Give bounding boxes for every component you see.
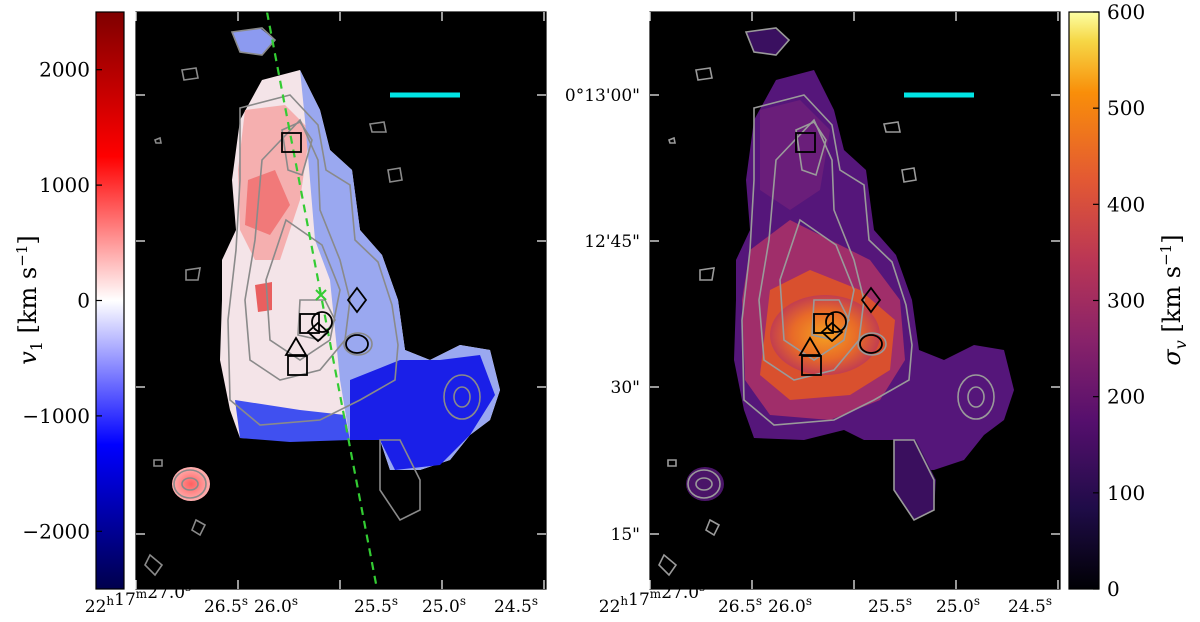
colorbar-tick-label: 300 [1107, 289, 1145, 313]
left-square-marker-3 [287, 355, 308, 376]
left-x-axis-labels: 22h17m27.0s 26.5s 26.0s 25.5s 25.0s 24.5s [85, 580, 538, 617]
dispersion-colorbar: 600 500 400 300 200 100 0 σv [km s−1] [1068, 0, 1190, 601]
right-y-axis-labels: 0°13'00" 12'45" 30" 15" [565, 86, 640, 545]
left-markers [281, 132, 369, 376]
x-tick-label: 26.5s [204, 594, 248, 617]
velocity-colorbar-ticks: 2000 1000 0 −1000 −2000 [22, 58, 102, 543]
colorbar-tick-label: 500 [1107, 96, 1145, 120]
right-map-frame [649, 11, 1061, 590]
colorbar-tick-label: 200 [1107, 385, 1145, 409]
left-triangle-marker [284, 336, 308, 356]
left-diamond-marker-1 [346, 286, 368, 314]
right-axis-ticks [649, 12, 1060, 589]
left-axis-ticks [135, 12, 546, 589]
x-tick-label: 26.0s [254, 594, 298, 617]
left-circle-marker-2 [345, 334, 369, 354]
dispersion-colorbar-ticks: 600 500 400 300 200 100 0 [1093, 0, 1145, 601]
right-markers [795, 132, 883, 376]
right-circle-marker-2 [859, 334, 883, 354]
left-blue-bottom [235, 400, 350, 442]
right-diamond-marker-2 [820, 321, 844, 343]
x-tick-label: 26.0s [768, 594, 812, 617]
left-map-frame [135, 11, 547, 590]
x-tick-label: 25.0s [422, 594, 466, 617]
x-tick-label: 25.0s [936, 594, 980, 617]
right-upper-region [760, 100, 830, 210]
right-top-blob [746, 28, 789, 55]
y-tick-label: 0°13'00" [565, 86, 640, 106]
left-center-cross [315, 289, 327, 301]
left-red-blob [172, 467, 210, 501]
x-tick-label: 25.5s [868, 594, 912, 617]
colorbar-tick-label: 600 [1107, 0, 1145, 24]
x-tick-label: 22h17m27.0s [85, 580, 191, 617]
left-contours [144, 27, 481, 577]
right-diamond-marker-1 [860, 286, 882, 314]
x-tick-label: 22h17m27.0s [599, 580, 705, 617]
colorbar-tick-label: −1000 [22, 404, 90, 428]
colorbar-tick-label: 100 [1107, 481, 1145, 505]
right-contours [658, 27, 995, 577]
colorbar-tick-label: 1000 [39, 173, 90, 197]
dispersion-colorbar-label: σv [km s−1] [1157, 234, 1190, 365]
colorbar-tick-label: 0 [1107, 577, 1120, 601]
x-tick-label: 24.5s [1008, 594, 1052, 617]
velocity-colorbar-label: v1 [km s−1] [13, 235, 46, 365]
right-circle-marker-1 [825, 311, 847, 333]
y-tick-label: 30" [611, 378, 640, 398]
velocity-map-panel: 22h17m27.0s 26.5s 26.0s 25.5s 25.0s 24.5s [85, 11, 547, 617]
colorbar-tick-label: 0 [77, 289, 90, 313]
left-top-blob [232, 28, 275, 55]
y-tick-label: 12'45" [584, 232, 640, 252]
colorbar-tick-label: 400 [1107, 192, 1145, 216]
colorbar-tick-label: −2000 [22, 519, 90, 543]
right-lower-blob [686, 467, 724, 501]
x-tick-label: 26.5s [718, 594, 762, 617]
dispersion-map-panel: 22h17m27.0s 26.5s 26.0s 25.5s 25.0s 24.5s 0°1… [565, 11, 1061, 617]
left-blue-deep [350, 355, 495, 470]
x-tick-label: 24.5s [494, 594, 538, 617]
x-tick-label: 25.5s [354, 594, 398, 617]
left-square-marker-1 [281, 132, 302, 153]
right-square-marker-3 [801, 355, 822, 376]
right-triangle-marker [798, 336, 822, 356]
colorbar-tick-label: 2000 [39, 58, 90, 82]
right-x-axis-labels: 22h17m27.0s 26.5s 26.0s 25.5s 25.0s 24.5s [599, 580, 1052, 617]
velocity-colorbar: 2000 1000 0 −1000 −2000 v1 [km s−1] [13, 11, 125, 590]
left-circle-marker-1 [311, 311, 333, 333]
y-tick-label: 15" [611, 525, 640, 545]
right-square-marker-1 [795, 132, 816, 153]
left-diamond-marker-2 [306, 321, 330, 343]
left-red-spot [255, 282, 272, 312]
right-tail [894, 440, 936, 520]
